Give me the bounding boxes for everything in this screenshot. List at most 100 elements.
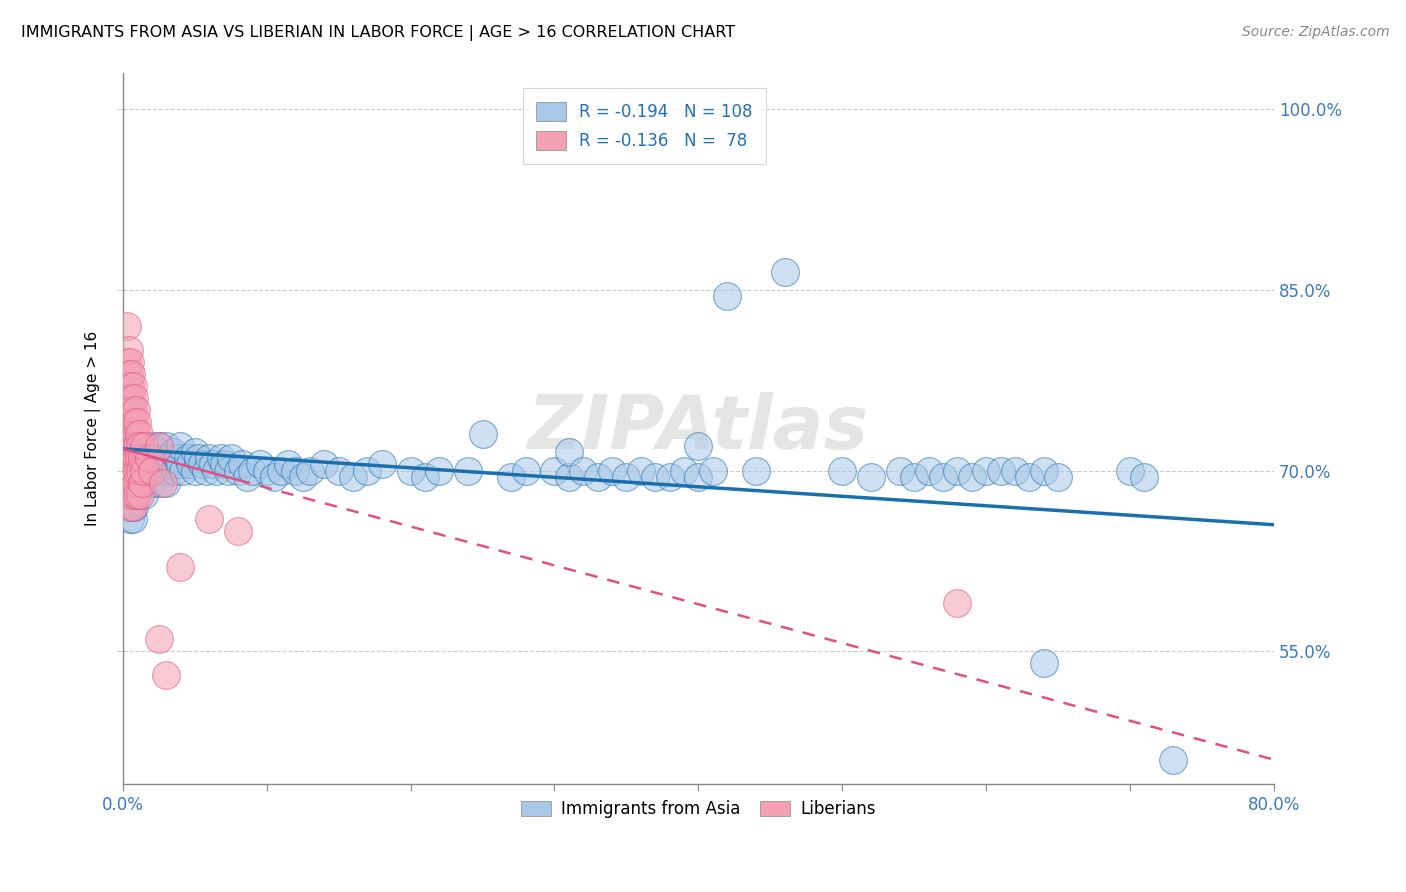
Point <box>277 458 299 472</box>
Point <box>558 469 581 483</box>
Point <box>163 463 186 477</box>
Point <box>135 451 157 466</box>
Point <box>122 403 145 417</box>
Point <box>202 458 225 472</box>
Point <box>122 463 145 477</box>
Point <box>131 475 153 490</box>
Point <box>118 379 141 393</box>
Point <box>600 463 623 477</box>
Point <box>688 439 710 453</box>
Point <box>152 475 174 490</box>
Point <box>122 475 145 490</box>
Point <box>212 458 235 472</box>
Point <box>543 463 565 477</box>
Point <box>946 463 969 477</box>
Point <box>231 458 253 472</box>
Point <box>129 458 152 472</box>
Point <box>148 632 170 647</box>
Point <box>187 451 209 466</box>
Point <box>118 451 141 466</box>
Point <box>117 343 139 357</box>
Point <box>121 458 143 472</box>
Point <box>831 463 853 477</box>
Point <box>291 469 314 483</box>
Point <box>205 463 228 477</box>
Point <box>121 439 143 453</box>
Point <box>122 500 145 514</box>
Point <box>644 469 666 483</box>
Point <box>136 458 159 472</box>
Point <box>117 445 139 459</box>
Point <box>148 439 170 453</box>
Point <box>263 469 285 483</box>
Point <box>121 415 143 429</box>
Point <box>356 463 378 477</box>
Point <box>773 265 796 279</box>
Point <box>572 463 595 477</box>
Point <box>515 463 537 477</box>
Point <box>124 475 146 490</box>
Point <box>240 463 263 477</box>
Point <box>131 463 153 477</box>
Point <box>457 463 479 477</box>
Point <box>226 524 249 538</box>
Point <box>990 463 1012 477</box>
Point <box>932 469 955 483</box>
Point <box>125 451 148 466</box>
Point <box>139 451 162 466</box>
Point <box>127 458 149 472</box>
Point <box>117 391 139 405</box>
Point <box>122 439 145 453</box>
Point <box>118 415 141 429</box>
Point <box>501 469 523 483</box>
Point <box>143 451 166 466</box>
Point <box>122 488 145 502</box>
Point <box>179 458 201 472</box>
Point <box>128 439 150 453</box>
Point <box>298 463 321 477</box>
Point <box>716 289 738 303</box>
Point <box>114 463 136 477</box>
Point <box>429 463 451 477</box>
Point <box>132 469 155 483</box>
Point <box>121 391 143 405</box>
Point <box>471 427 494 442</box>
Point <box>270 463 292 477</box>
Point <box>658 469 681 483</box>
Point <box>149 451 172 466</box>
Point <box>128 451 150 466</box>
Point <box>115 475 138 490</box>
Point <box>169 560 191 574</box>
Point <box>118 355 141 369</box>
Point <box>121 500 143 514</box>
Point <box>217 463 239 477</box>
Point <box>1119 463 1142 477</box>
Point <box>371 458 394 472</box>
Point <box>284 463 307 477</box>
Point <box>946 596 969 610</box>
Point <box>134 439 156 453</box>
Y-axis label: In Labor Force | Age > 16: In Labor Force | Age > 16 <box>86 331 101 526</box>
Point <box>198 451 221 466</box>
Legend: Immigrants from Asia, Liberians: Immigrants from Asia, Liberians <box>515 794 883 825</box>
Point <box>122 451 145 466</box>
Point <box>169 458 191 472</box>
Point <box>122 427 145 442</box>
Point <box>176 451 198 466</box>
Point <box>131 451 153 466</box>
Point <box>155 463 177 477</box>
Point <box>328 463 350 477</box>
Point <box>134 463 156 477</box>
Point <box>148 439 170 453</box>
Point <box>198 512 221 526</box>
Text: ZIPAtlas: ZIPAtlas <box>527 392 869 465</box>
Point <box>122 512 145 526</box>
Point <box>121 475 143 490</box>
Point <box>586 469 609 483</box>
Point <box>226 463 249 477</box>
Point <box>124 439 146 453</box>
Point <box>129 463 152 477</box>
Point <box>127 475 149 490</box>
Point <box>191 458 214 472</box>
Point <box>148 475 170 490</box>
